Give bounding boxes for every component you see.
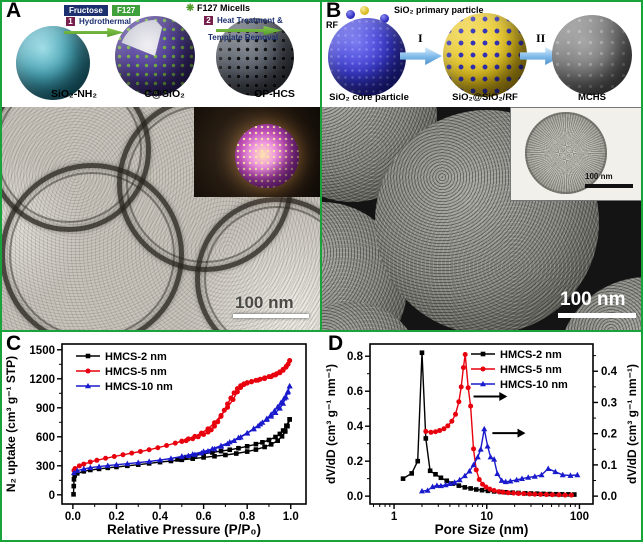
step2-label-line2: Template Removal	[208, 33, 279, 42]
rf-dot	[360, 6, 369, 15]
render-inset	[194, 107, 320, 197]
sem-scalebar	[558, 313, 636, 318]
svg-text:HMCS-2 nm: HMCS-2 nm	[105, 351, 167, 363]
svg-text:0.6: 0.6	[347, 386, 363, 398]
micelle-icon: ❋	[186, 3, 195, 14]
sio2-primary-dot	[346, 10, 355, 19]
fructose-badge: Fructose	[64, 5, 108, 16]
porous-sphere-render	[235, 124, 299, 188]
panel-b-sem-image: 100 nm 100 nm	[322, 107, 641, 330]
svg-text:N₂ uptake (cm³ g⁻¹ STP): N₂ uptake (cm³ g⁻¹ STP)	[4, 356, 18, 492]
cutaway-interior	[119, 20, 163, 56]
svg-text:Relative Pressure (P/P₀): Relative Pressure (P/P₀)	[107, 522, 261, 537]
svg-text:dV/dD (cm³ g⁻¹ nm⁻¹): dV/dD (cm³ g⁻¹ nm⁻¹)	[625, 364, 639, 484]
panel-c-isotherm-chart: C 0.0 0.2 0.4 0.6 0.8 1.0 0 300 600 900 1200 1500 Re…	[2, 332, 322, 540]
panel-label-a: A	[6, 2, 22, 22]
primary-particle-legend-label: SiO₂ primary particle	[394, 5, 484, 15]
svg-text:1.0: 1.0	[283, 511, 299, 523]
svg-text:0.4: 0.4	[347, 421, 364, 433]
svg-text:600: 600	[36, 432, 55, 444]
panel-label-c: C	[6, 332, 22, 355]
f127-badge: F127	[112, 5, 141, 16]
step-i-label: I	[418, 31, 423, 45]
svg-text:HMCS-5 nm: HMCS-5 nm	[105, 366, 167, 378]
panel-a-schematic: A Fructose F127 1 Hydrothermal ❋ F127 Mi…	[2, 2, 320, 107]
sem-sphere	[322, 302, 422, 330]
svg-text:1500: 1500	[29, 345, 55, 357]
svg-text:0.8: 0.8	[239, 511, 256, 523]
svg-text:1: 1	[391, 511, 398, 523]
svg-text:0.0: 0.0	[601, 491, 617, 503]
rf-legend-label: RF	[326, 20, 338, 30]
svg-text:0.0: 0.0	[347, 491, 363, 503]
c-sio2-sphere	[115, 16, 195, 96]
c-sio2-label: C@SiO₂	[144, 88, 185, 100]
sio2-primary-dot	[380, 14, 389, 23]
svg-text:10: 10	[480, 511, 493, 523]
panel-a-tem-image: 100 nm	[2, 107, 320, 330]
svg-text:300: 300	[36, 461, 55, 473]
tem-scalebar	[233, 314, 309, 318]
step2-number-badge: 2	[204, 16, 213, 25]
svg-text:HMCS-2 nm: HMCS-2 nm	[500, 349, 562, 361]
op-hcs-label: OP-HCS	[254, 88, 295, 100]
panel-b-schematic: B RF SiO₂ primary particle I II SiO₂ cor…	[322, 2, 641, 107]
inset-scalebar-label: 100 nm	[585, 172, 613, 181]
sem-scalebar-label: 100 nm	[560, 289, 626, 310]
sio2-nh2-label: SiO₂-NH₂	[50, 88, 98, 100]
sio2-core-label: SiO₂ core particle	[329, 92, 409, 103]
inset-scalebar	[585, 184, 633, 188]
radial-porous-sphere	[525, 112, 607, 194]
panel-d-pore-size-chart: D 1 10 100 0.0 0.2 0.4 0.6 0.8 0.0 0.1 0.2 0.3 0.4 dV…	[322, 332, 641, 540]
svg-text:0.2: 0.2	[108, 511, 124, 523]
svg-text:0.6: 0.6	[196, 511, 212, 523]
panel-divider-vertical	[320, 2, 322, 330]
process-arrow-1	[400, 47, 442, 65]
svg-text:Pore Size (nm): Pore Size (nm)	[435, 522, 529, 537]
svg-text:HMCS-5 nm: HMCS-5 nm	[500, 364, 562, 376]
svg-text:0.2: 0.2	[347, 456, 363, 468]
svg-text:900: 900	[36, 403, 55, 415]
svg-text:0.4: 0.4	[152, 511, 169, 523]
micelles-label: F127 Micells	[197, 3, 251, 13]
svg-text:100: 100	[570, 511, 589, 523]
n2-isotherm-chart: 0.0 0.2 0.4 0.6 0.8 1.0 0 300 600 900 1200 1500 Rela…	[4, 343, 307, 537]
step2-label-line1: Heat Treatment &	[217, 16, 283, 25]
sio2-sio2-rf-sphere	[443, 13, 527, 97]
panel-divider-horizontal	[2, 330, 641, 332]
svg-text:HMCS-10 nm: HMCS-10 nm	[105, 381, 173, 393]
panel-label-d: D	[328, 332, 344, 355]
svg-text:0.8: 0.8	[347, 351, 364, 363]
sio2-sio2-rf-label: SiO₂@SiO₂/RF	[452, 92, 518, 103]
step2-arrow-icon	[216, 25, 282, 36]
mchs-label: MCHS	[578, 92, 606, 103]
tem-scalebar-label: 100 nm	[235, 293, 294, 312]
svg-text:0.4: 0.4	[601, 366, 618, 378]
svg-text:dV/dD (cm³ g⁻¹ nm⁻¹): dV/dD (cm³ g⁻¹ nm⁻¹)	[324, 364, 338, 484]
svg-text:0.3: 0.3	[601, 397, 617, 409]
svg-text:0.2: 0.2	[601, 429, 617, 441]
svg-text:0: 0	[49, 490, 55, 502]
sio2-core-sphere	[328, 18, 406, 96]
svg-text:1200: 1200	[29, 374, 55, 386]
step1-number-badge: 1	[66, 17, 75, 26]
step1-label: Hydrothermal	[79, 17, 132, 26]
sio2-nh2-sphere	[16, 26, 90, 100]
tem-inset: 100 nm	[510, 107, 641, 201]
step-ii-label: II	[536, 31, 546, 45]
step1-arrow-icon	[64, 27, 124, 38]
panel-label-b: B	[326, 2, 342, 22]
pore-size-distribution-chart: 1 10 100 0.0 0.2 0.4 0.6 0.8 0.0 0.1 0.2 0.3 0.4 dV/d…	[324, 343, 639, 537]
svg-text:0.1: 0.1	[601, 460, 618, 472]
tem-hollow-sphere	[195, 197, 320, 330]
svg-text:HMCS-10 nm: HMCS-10 nm	[500, 379, 568, 391]
mchs-sphere	[552, 15, 632, 95]
svg-text:0.0: 0.0	[65, 511, 81, 523]
